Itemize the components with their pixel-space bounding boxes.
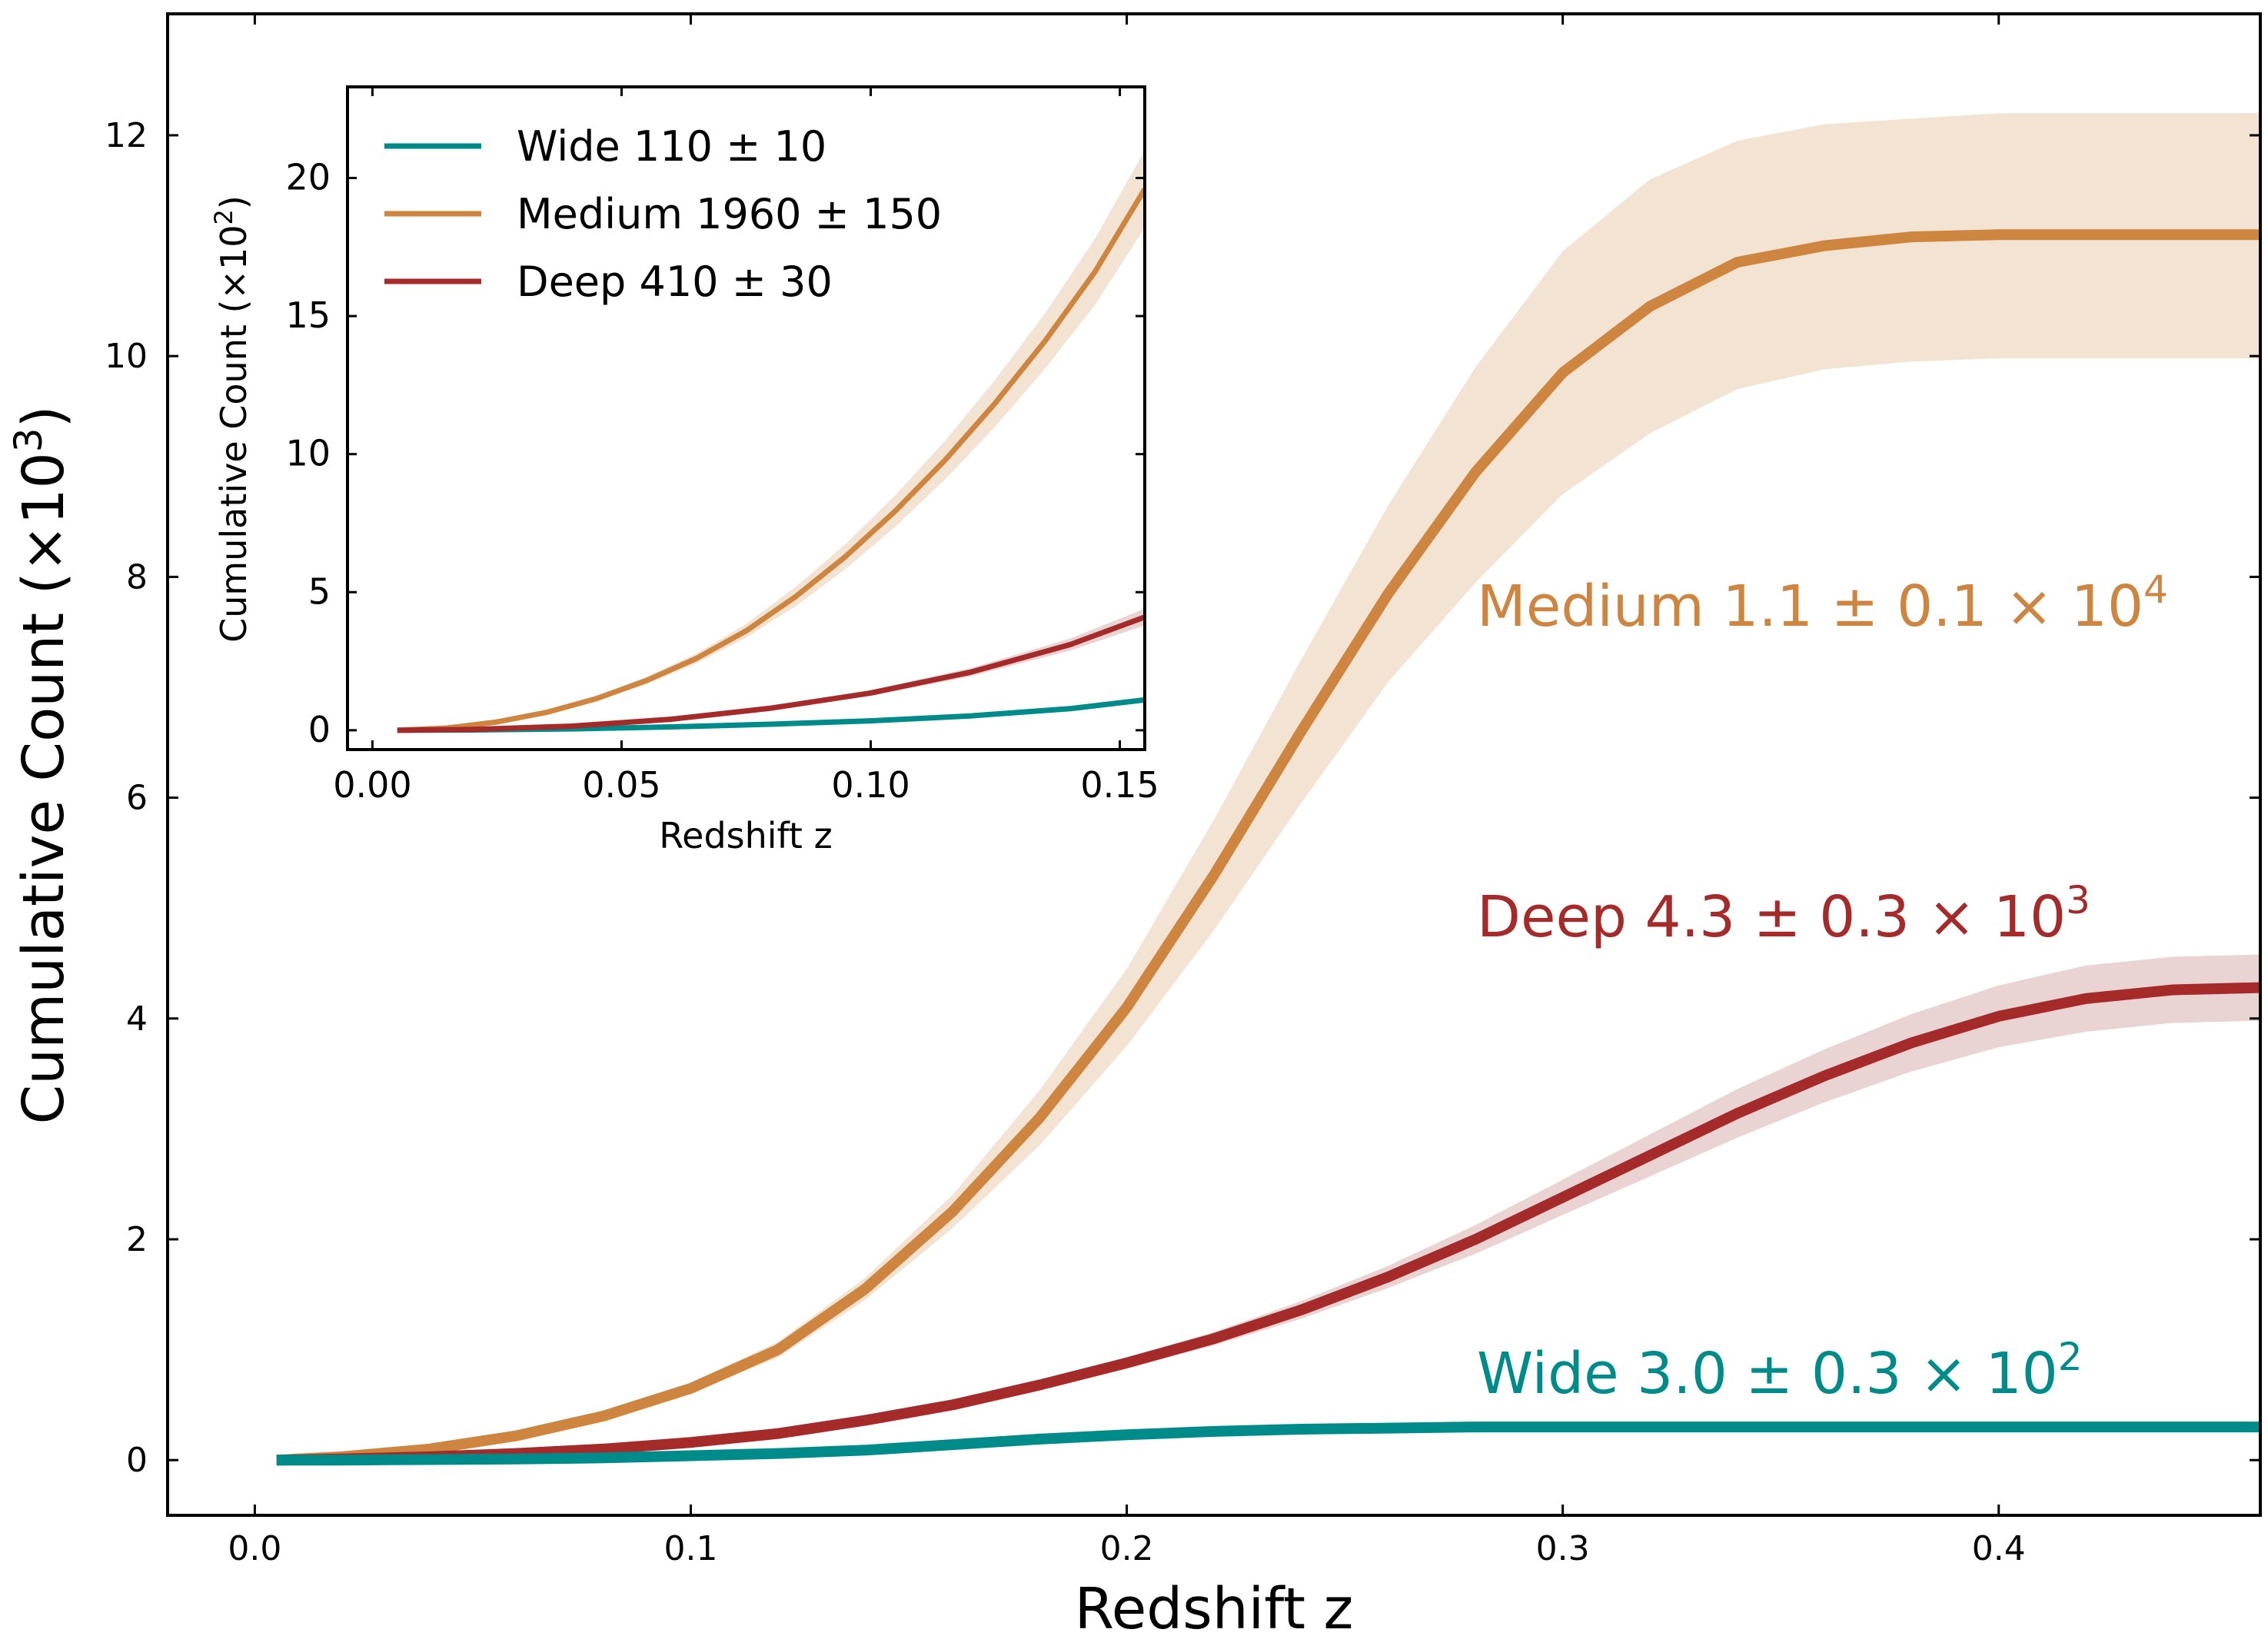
inset-band-deep	[397, 608, 1145, 730]
legend-entry-deep: Deep 410 ± 30	[384, 258, 833, 306]
annotation-deep-text: Deep 4.3 ± 0.3 × 10	[1477, 884, 2066, 950]
main-x-tick-label: 0.4	[1972, 1529, 2026, 1568]
inset-y-axis-title: Cumulative Count (×102)	[209, 195, 254, 643]
inset-ticks	[348, 87, 1145, 750]
main-y-tick-label: 10	[105, 337, 148, 376]
inset-y-tick-label: 15	[285, 294, 331, 336]
inset-legend: Wide 110 ± 10 Medium 1960 ± 150 Deep 410 ±…	[384, 122, 942, 306]
legend-entry-medium: Medium 1960 ± 150	[384, 190, 942, 238]
annotation-wide-exp: 2	[2058, 1335, 2083, 1379]
inset-y-axis-title-text: Cumulative Count	[213, 324, 254, 643]
main-annotations: Medium 1.1 ± 0.1 × 104 Deep 4.3 ± 0.3 × 1…	[1477, 567, 2168, 1407]
main-ticks	[168, 14, 2260, 1515]
annotation-deep-exp: 3	[2066, 878, 2090, 923]
legend-label-wide: Wide 110 ± 10	[517, 122, 826, 171]
annotation-wide-text: Wide 3.0 ± 0.3 × 10	[1477, 1341, 2058, 1407]
main-y-axis-title-unit: (×10	[11, 452, 77, 594]
inset-x-tick-label: 0.15	[1080, 764, 1159, 806]
annotation-medium-exp: 4	[2143, 567, 2168, 612]
main-axes-frame	[166, 12, 2262, 1517]
annotation-wide: Wide 3.0 ± 0.3 × 102	[1477, 1335, 2083, 1407]
main-y-tick-label: 6	[126, 779, 148, 818]
main-x-tick-label: 0.1	[664, 1529, 718, 1568]
annotation-medium-text: Medium 1.1 ± 0.1 × 10	[1477, 574, 2143, 640]
legend-label-deep: Deep 410 ± 30	[517, 258, 833, 306]
main-x-axis-title: Redshift z	[1075, 1576, 1354, 1636]
inset-plot: 0.00 0.05 0.10 0.15 0 5 10 15 20 Redshift z Cumu…	[209, 85, 1159, 856]
main-x-tick-label: 0.0	[228, 1529, 281, 1568]
inset-line-deep	[397, 614, 1145, 733]
main-y-tick-label: 0	[126, 1441, 148, 1480]
inset-tick-labels: 0.00 0.05 0.10 0.15 0 5 10 15 20	[285, 157, 1159, 806]
annotation-deep: Deep 4.3 ± 0.3 × 103	[1477, 878, 2090, 950]
inset-y-axis-title-unit: (×10	[213, 224, 254, 313]
inset-series-lines	[397, 188, 1145, 733]
main-x-tick-label: 0.2	[1100, 1529, 1154, 1568]
main-band-deep	[276, 954, 2260, 1461]
main-y-axis-title-close: )	[11, 406, 77, 428]
main-series-lines	[276, 229, 2260, 1466]
main-x-tick-label: 0.3	[1536, 1529, 1590, 1568]
inset-x-tick-label: 0.05	[582, 764, 660, 806]
main-y-tick-label: 12	[105, 116, 148, 155]
main-line-wide	[276, 1422, 2260, 1466]
inset-x-tick-label: 0.00	[333, 764, 411, 806]
main-tick-labels: 0.0 0.1 0.2 0.3 0.4 0 2 4 6 8 10 12	[105, 116, 2026, 1568]
inset-y-tick-label: 10	[285, 433, 331, 474]
inset-background	[348, 87, 1145, 750]
inset-line-medium	[397, 188, 1145, 733]
main-y-axis-title: Cumulative Count (×103)	[6, 406, 77, 1125]
inset-y-axis-title-close: )	[213, 195, 254, 209]
inset-x-axis-title: Redshift z	[659, 815, 833, 856]
inset-y-tick-label: 0	[308, 709, 331, 750]
main-y-axis-title-text: Cumulative Count	[11, 613, 77, 1125]
main-y-axis-title-exp: 3	[6, 427, 51, 452]
inset-y-tick-label: 20	[285, 157, 331, 198]
main-line-deep	[276, 982, 2260, 1466]
main-y-tick-label: 2	[126, 1220, 148, 1259]
inset-y-tick-label: 5	[308, 570, 331, 612]
main-y-tick-label: 8	[126, 557, 148, 597]
inset-y-axis-title-exp: 2	[209, 209, 238, 224]
legend-entry-wide: Wide 110 ± 10	[384, 122, 826, 171]
inset-x-tick-label: 0.10	[831, 764, 910, 806]
annotation-medium: Medium 1.1 ± 0.1 × 104	[1477, 567, 2168, 640]
inset-axes-frame	[346, 85, 1146, 751]
main-line-medium	[276, 229, 2260, 1466]
legend-label-medium: Medium 1960 ± 150	[517, 190, 942, 238]
main-y-tick-label: 4	[126, 999, 148, 1039]
